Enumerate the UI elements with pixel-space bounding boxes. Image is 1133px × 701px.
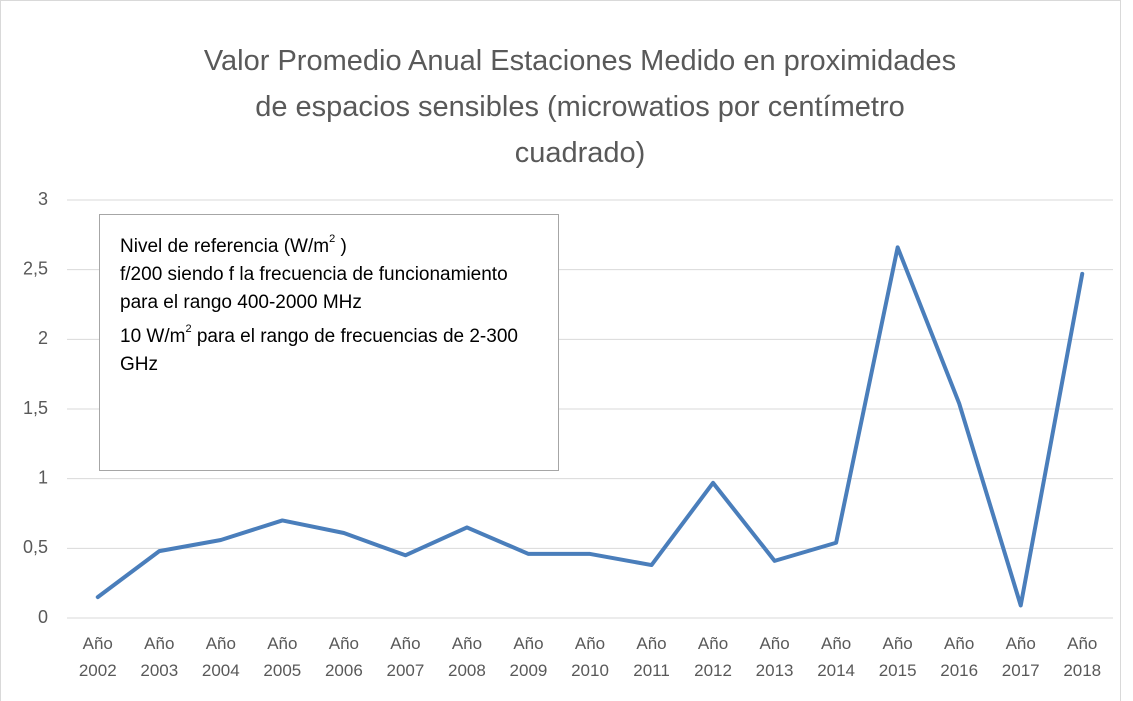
x-tick-label: Año 2010 (571, 634, 609, 680)
x-tick-label: Año 2014 (817, 634, 856, 680)
x-tick-label: Año 2002 (78, 634, 117, 680)
data-line (95, 245, 1085, 608)
y-tick-label: 1,5 (23, 398, 48, 418)
x-tick-label: Año 2016 (940, 634, 979, 680)
annotation-text: 10 W/m (120, 326, 186, 347)
x-tick-label: Año 2011 (633, 634, 670, 680)
x-tick-label: Año 2005 (263, 634, 302, 680)
x-tick-label: Año 2006 (324, 634, 363, 680)
y-tick-label: 0 (38, 607, 48, 627)
y-tick-label: 3 (38, 189, 48, 209)
x-tick-label: Año 2009 (509, 634, 548, 680)
annotation-line: Nivel de referencia (W/m2 ) (120, 233, 544, 261)
annotation-box: Nivel de referencia (W/m2 ) f/200 siendo… (99, 214, 559, 471)
annotation-line: 10 W/m2 para el rango de frecuencias de … (120, 323, 544, 379)
x-tick-label: Año 2018 (1063, 634, 1102, 680)
y-tick-label: 2 (38, 328, 48, 348)
chart-title: Valor Promedio Anual Estaciones Medido e… (203, 45, 957, 169)
y-tick-label: 2,5 (23, 258, 48, 278)
y-tick-label: 1 (38, 467, 48, 487)
annotation-sup: 2 (185, 323, 192, 335)
annotation-text: ) (335, 236, 347, 257)
x-tick-label: Año 2013 (755, 634, 794, 680)
x-tick-label: Año 2008 (448, 634, 486, 680)
annotation-sup: 2 (329, 233, 336, 245)
annotation-text: Nivel de referencia (W/m (120, 236, 330, 257)
y-tick-label: 0,5 (23, 537, 48, 557)
x-tick-label: Año 2015 (878, 634, 917, 680)
x-tick-label: Año 2007 (386, 634, 425, 680)
x-tick-label: Año 2012 (694, 634, 732, 680)
x-tick-label: Año 2017 (1001, 634, 1040, 680)
annotation-text: para el rango de frecuencias de 2-300 GH… (120, 326, 518, 375)
x-tick-label: Año 2004 (201, 634, 240, 680)
x-tick-label: Año 2003 (140, 634, 179, 680)
annotation-line: f/200 siendo f la frecuencia de funciona… (120, 264, 508, 313)
